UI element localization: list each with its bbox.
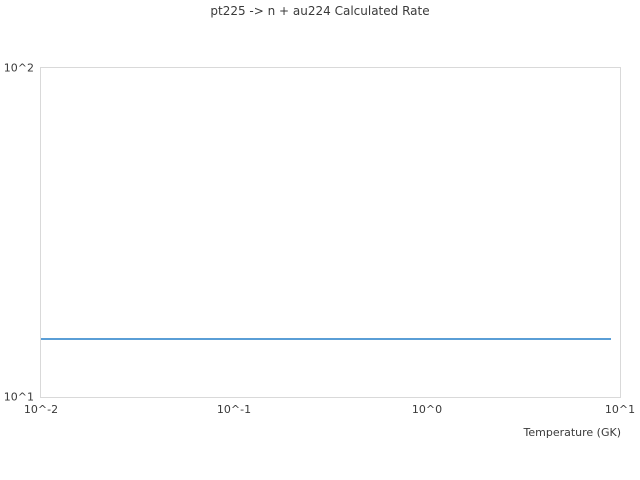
plot-area — [40, 67, 621, 398]
y-tick-label: 10^2 — [3, 61, 34, 75]
rate-line-series — [41, 338, 612, 341]
y-tick-label: 10^1 — [3, 390, 34, 404]
x-tick-label: 10^0 — [411, 403, 443, 416]
x-tick-label: 10^-1 — [216, 403, 252, 416]
x-tick-label: 10^-2 — [23, 403, 59, 416]
chart-title: pt225 -> n + au224 Calculated Rate — [210, 4, 430, 18]
x-tick-label: 10^1 — [604, 403, 636, 416]
x-axis-label: Temperature (GK) — [523, 426, 622, 439]
